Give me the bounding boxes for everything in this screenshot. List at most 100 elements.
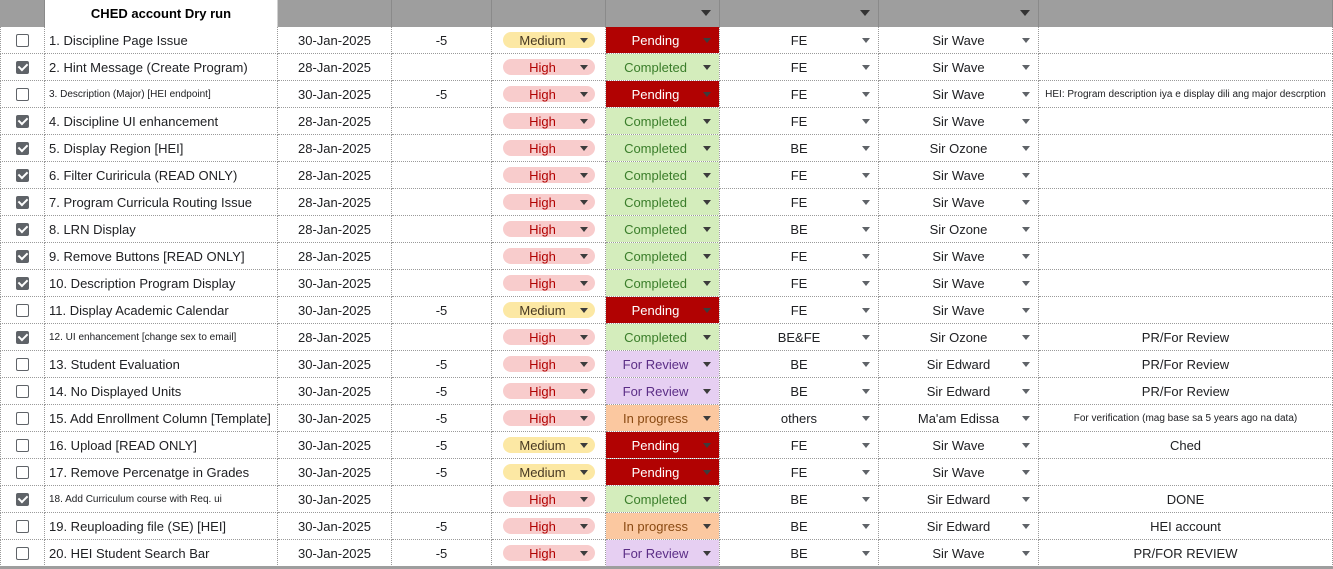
chevron-down-icon[interactable]	[703, 146, 711, 151]
notes-cell[interactable]	[1039, 108, 1333, 135]
chevron-down-icon[interactable]	[579, 173, 588, 178]
checkbox-cell[interactable]	[0, 459, 45, 486]
owner-dropdown[interactable]: Ma'am Edissa	[879, 405, 1038, 431]
date-cell[interactable]: 30-Jan-2025	[278, 378, 392, 405]
team-cell[interactable]: FE	[720, 27, 879, 54]
chevron-down-icon[interactable]	[703, 362, 711, 367]
team-dropdown[interactable]: BE	[720, 513, 878, 539]
chevron-down-icon[interactable]	[862, 38, 870, 43]
team-dropdown[interactable]: others	[720, 405, 878, 431]
status-dropdown[interactable]: Completed	[606, 243, 719, 269]
owner-cell[interactable]: Sir Wave	[879, 243, 1039, 270]
notes-cell[interactable]: For verification (mag base sa 5 years ag…	[1039, 405, 1333, 432]
chevron-down-icon[interactable]	[1022, 470, 1030, 475]
status-dropdown[interactable]: Completed	[606, 54, 719, 80]
owner-cell[interactable]: Sir Wave	[879, 297, 1039, 324]
chevron-down-icon[interactable]	[1022, 524, 1030, 529]
owner-cell[interactable]: Sir Wave	[879, 54, 1039, 81]
checked-checkbox[interactable]	[16, 141, 29, 155]
date-cell[interactable]: 28-Jan-2025	[278, 324, 392, 351]
status-cell[interactable]: Completed	[606, 54, 720, 81]
unchecked-checkbox[interactable]	[16, 357, 29, 371]
task-cell[interactable]: 3. Description (Major) [HEI endpoint]	[45, 81, 278, 108]
notes-cell[interactable]: PR/For Review	[1039, 378, 1333, 405]
checkbox-cell[interactable]	[0, 54, 45, 81]
days-cell[interactable]	[392, 486, 492, 513]
team-cell[interactable]: BE	[720, 486, 879, 513]
chevron-down-icon[interactable]	[862, 227, 870, 232]
chevron-down-icon[interactable]	[703, 38, 711, 43]
chevron-down-icon[interactable]	[1022, 65, 1030, 70]
notes-cell[interactable]: PR/For Review	[1039, 324, 1333, 351]
owner-dropdown[interactable]: Sir Wave	[879, 243, 1038, 269]
team-dropdown[interactable]: BE	[720, 378, 878, 404]
chevron-down-icon[interactable]	[579, 497, 588, 502]
days-cell[interactable]	[392, 189, 492, 216]
chevron-down-icon[interactable]	[1022, 119, 1030, 124]
task-cell[interactable]: 1. Discipline Page Issue	[45, 27, 278, 54]
notes-cell[interactable]	[1039, 243, 1333, 270]
owner-cell[interactable]: Sir Edward	[879, 378, 1039, 405]
status-dropdown[interactable]: Completed	[606, 162, 719, 188]
priority-chip[interactable]: High	[502, 491, 595, 507]
unchecked-checkbox[interactable]	[16, 303, 29, 317]
status-dropdown[interactable]: Completed	[606, 486, 719, 512]
task-cell[interactable]: 14. No Displayed Units	[45, 378, 278, 405]
status-dropdown[interactable]: In progress	[606, 513, 719, 539]
status-dropdown[interactable]: For Review	[606, 378, 719, 404]
priority-chip[interactable]: High	[502, 329, 595, 345]
chevron-down-icon[interactable]	[1022, 308, 1030, 313]
team-cell[interactable]: BE	[720, 378, 879, 405]
team-cell[interactable]: FE	[720, 243, 879, 270]
priority-chip[interactable]: High	[502, 518, 595, 534]
days-cell[interactable]: -5	[392, 27, 492, 54]
header-cell-status[interactable]	[606, 0, 720, 27]
chevron-down-icon[interactable]	[862, 308, 870, 313]
chevron-down-icon[interactable]	[1022, 38, 1030, 43]
priority-cell[interactable]: Medium	[492, 27, 606, 54]
checked-checkbox[interactable]	[16, 330, 29, 344]
date-cell[interactable]: 30-Jan-2025	[278, 297, 392, 324]
status-dropdown[interactable]: For Review	[606, 351, 719, 377]
chevron-down-icon[interactable]	[1022, 200, 1030, 205]
team-dropdown[interactable]: FE	[720, 108, 878, 134]
team-cell[interactable]: FE	[720, 108, 879, 135]
date-cell[interactable]: 30-Jan-2025	[278, 351, 392, 378]
unchecked-checkbox[interactable]	[16, 411, 29, 425]
status-cell[interactable]: For Review	[606, 540, 720, 567]
days-cell[interactable]: -5	[392, 513, 492, 540]
owner-cell[interactable]: Ma'am Edissa	[879, 405, 1039, 432]
checked-checkbox[interactable]	[16, 114, 29, 128]
owner-cell[interactable]: Sir Ozone	[879, 216, 1039, 243]
chevron-down-icon[interactable]	[1022, 497, 1030, 502]
owner-cell[interactable]: Sir Wave	[879, 108, 1039, 135]
priority-cell[interactable]: High	[492, 540, 606, 567]
checkbox-cell[interactable]	[0, 540, 45, 567]
priority-chip[interactable]: Medium	[502, 437, 595, 453]
notes-cell[interactable]	[1039, 135, 1333, 162]
date-cell[interactable]: 30-Jan-2025	[278, 27, 392, 54]
owner-dropdown[interactable]: Sir Wave	[879, 189, 1038, 215]
chevron-down-icon[interactable]	[703, 389, 711, 394]
owner-dropdown[interactable]: Sir Wave	[879, 162, 1038, 188]
checkbox-cell[interactable]	[0, 27, 45, 54]
task-cell[interactable]: 15. Add Enrollment Column [Template]	[45, 405, 278, 432]
unchecked-checkbox[interactable]	[16, 33, 29, 47]
checked-checkbox[interactable]	[16, 492, 29, 506]
notes-cell[interactable]: PR/For Review	[1039, 351, 1333, 378]
chevron-down-icon[interactable]	[703, 470, 711, 475]
owner-dropdown[interactable]: Sir Edward	[879, 513, 1038, 539]
checked-checkbox[interactable]	[16, 249, 29, 263]
team-cell[interactable]: FE	[720, 297, 879, 324]
chevron-down-icon[interactable]	[579, 416, 588, 421]
status-cell[interactable]: Completed	[606, 486, 720, 513]
days-cell[interactable]: -5	[392, 351, 492, 378]
unchecked-checkbox[interactable]	[16, 438, 29, 452]
status-dropdown[interactable]: Pending	[606, 81, 719, 107]
owner-cell[interactable]: Sir Wave	[879, 432, 1039, 459]
chevron-down-icon[interactable]	[579, 146, 588, 151]
owner-dropdown[interactable]: Sir Wave	[879, 432, 1038, 458]
chevron-down-icon[interactable]	[579, 335, 588, 340]
priority-cell[interactable]: High	[492, 162, 606, 189]
chevron-down-icon[interactable]	[862, 470, 870, 475]
